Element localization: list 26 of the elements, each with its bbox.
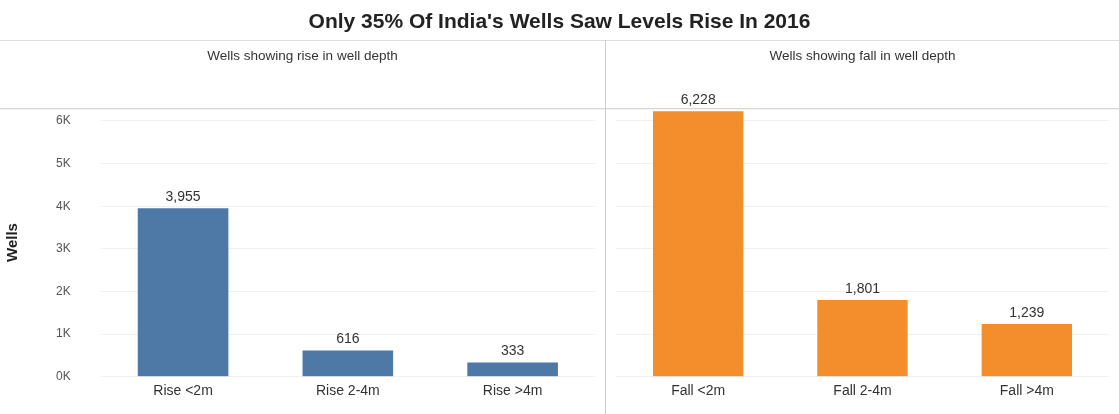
y-tick-label: 3K — [55, 241, 71, 256]
x-tick-label: Rise >4m — [482, 382, 543, 399]
chart-subtitle: Wells showing rise in well depth — [0, 40, 605, 71]
x-tick-label: Fall <2m — [671, 382, 726, 399]
x-tick-label: Fall 2-4m — [833, 382, 892, 399]
y-tick-label: 0K — [55, 369, 71, 384]
data-label: 6,228 — [680, 91, 716, 108]
bar — [137, 208, 229, 377]
x-tick-label: Rise <2m — [153, 382, 213, 399]
data-label: 1,239 — [1009, 303, 1045, 320]
data-label: 616 — [336, 330, 360, 347]
chart-title: Only 35% Of India's Wells Saw Levels Rise In 2016 — [307, 8, 812, 34]
x-tick-label: Fall >4m — [999, 382, 1054, 399]
y-tick-label: 1K — [55, 326, 71, 341]
data-label: 1,801 — [844, 279, 881, 296]
bar — [467, 362, 558, 377]
y-tick-label: 5K — [55, 155, 71, 170]
y-axis-title: Wells — [3, 223, 21, 262]
data-label: 3,955 — [165, 188, 201, 205]
y-tick-label: 6K — [55, 113, 71, 128]
x-tick-label: Rise 2-4m — [315, 382, 380, 399]
data-label: 333 — [500, 342, 525, 359]
y-tick-label: 4K — [55, 198, 71, 213]
bar — [302, 350, 394, 377]
chart-subtitle: Wells showing fall in well depth — [606, 40, 1119, 71]
y-tick-label: 2K — [55, 283, 71, 298]
